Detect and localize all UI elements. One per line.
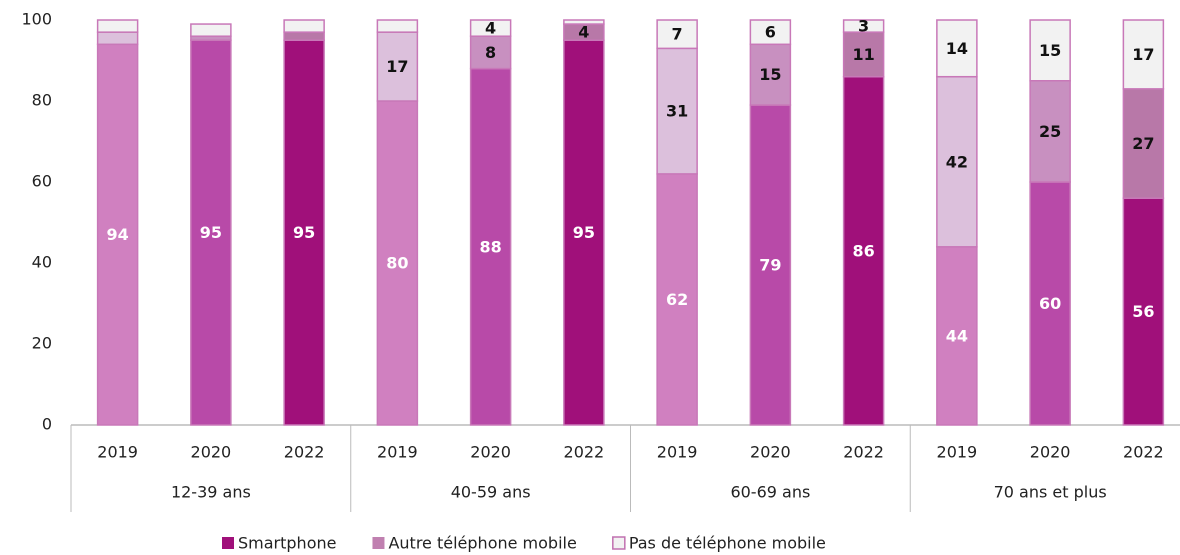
bar-segment [1029, 19, 1071, 82]
data-label: 11 [852, 45, 874, 64]
data-label: 95 [293, 223, 315, 242]
x-tick-label: 2020 [191, 443, 232, 462]
bar-segment [842, 31, 885, 78]
x-tick-label: 2022 [843, 443, 884, 462]
data-label: 4 [485, 19, 496, 38]
data-label: 15 [759, 65, 781, 84]
data-label: 79 [759, 256, 781, 275]
bar-segment [96, 19, 139, 33]
data-label: 80 [386, 254, 408, 273]
y-tick-label: 40 [32, 253, 52, 272]
group-label: 12-39 ans [171, 483, 251, 502]
bar-segment [283, 31, 325, 42]
bar-segment [190, 23, 232, 37]
legend-marker [612, 536, 626, 550]
bar-segment [936, 75, 978, 248]
bar-segment [283, 19, 325, 33]
data-label: 15 [1039, 41, 1061, 60]
bar-segment [656, 47, 698, 175]
x-tick-label: 2020 [750, 443, 791, 462]
bar-segment [190, 39, 232, 426]
data-label: 14 [946, 39, 968, 58]
data-label: 88 [479, 237, 501, 256]
y-tick-label: 100 [21, 10, 52, 29]
x-tick-label: 2020 [1030, 443, 1071, 462]
bar-segment [96, 43, 139, 426]
bar-segment [656, 173, 698, 426]
bar-segment [1122, 19, 1165, 90]
bar-segment [749, 43, 792, 106]
bar-segment [376, 100, 419, 426]
x-tick-label: 2022 [284, 443, 325, 462]
legend-label: Pas de téléphone mobile [629, 534, 826, 553]
x-tick-label: 2019 [97, 443, 138, 462]
bar-segment [936, 19, 978, 78]
bar-segment [563, 39, 605, 426]
data-label: 62 [666, 290, 688, 309]
bar-segment [842, 19, 885, 33]
group-label: 70 ans et plus [994, 483, 1107, 502]
bar-segment [1029, 80, 1071, 183]
x-tick-label: 2019 [657, 443, 698, 462]
bar-segment [842, 75, 885, 426]
y-tick-label: 0 [42, 415, 52, 434]
y-tick-label: 20 [32, 334, 52, 353]
bar-segment [376, 19, 419, 33]
legend-label: Autre téléphone mobile [388, 534, 576, 553]
bar-segment [563, 19, 605, 25]
bar-segment [96, 31, 139, 46]
x-tick-label: 2022 [1123, 443, 1164, 462]
legend-marker [372, 537, 385, 549]
group-label: 60-69 ans [730, 483, 810, 502]
data-label: 8 [485, 43, 496, 62]
data-label: 31 [666, 102, 688, 121]
data-label: 42 [946, 152, 968, 171]
data-label: 86 [852, 241, 874, 260]
data-label: 27 [1132, 134, 1154, 153]
y-tick-label: 80 [32, 91, 52, 110]
data-label: 6 [765, 23, 776, 42]
data-label: 25 [1039, 122, 1061, 141]
data-label: 3 [858, 17, 869, 36]
bar-segment [656, 19, 698, 50]
data-label: 95 [200, 223, 222, 242]
data-label: 56 [1132, 302, 1154, 321]
bar-segment [1122, 197, 1165, 426]
bar-segment [1029, 181, 1071, 426]
group-label: 40-59 ans [451, 483, 531, 502]
x-tick-label: 2019 [937, 443, 978, 462]
bar-segment [469, 67, 512, 426]
bar-segment [376, 31, 419, 102]
legend-label: Smartphone [238, 534, 336, 553]
bar-segment [469, 19, 512, 37]
data-label: 94 [106, 225, 128, 244]
data-label: 95 [573, 223, 595, 242]
x-tick-label: 2020 [470, 443, 511, 462]
data-label: 60 [1039, 294, 1061, 313]
legend-marker [222, 537, 234, 549]
data-label: 4 [578, 23, 589, 42]
x-tick-label: 2019 [377, 443, 418, 462]
data-label: 17 [386, 57, 408, 76]
data-label: 7 [672, 25, 683, 44]
data-label: 44 [946, 326, 968, 345]
bar-segment [283, 39, 325, 426]
bar-segment [749, 19, 792, 46]
y-tick-label: 60 [32, 172, 52, 191]
data-label: 17 [1132, 45, 1154, 64]
x-tick-label: 2022 [564, 443, 605, 462]
